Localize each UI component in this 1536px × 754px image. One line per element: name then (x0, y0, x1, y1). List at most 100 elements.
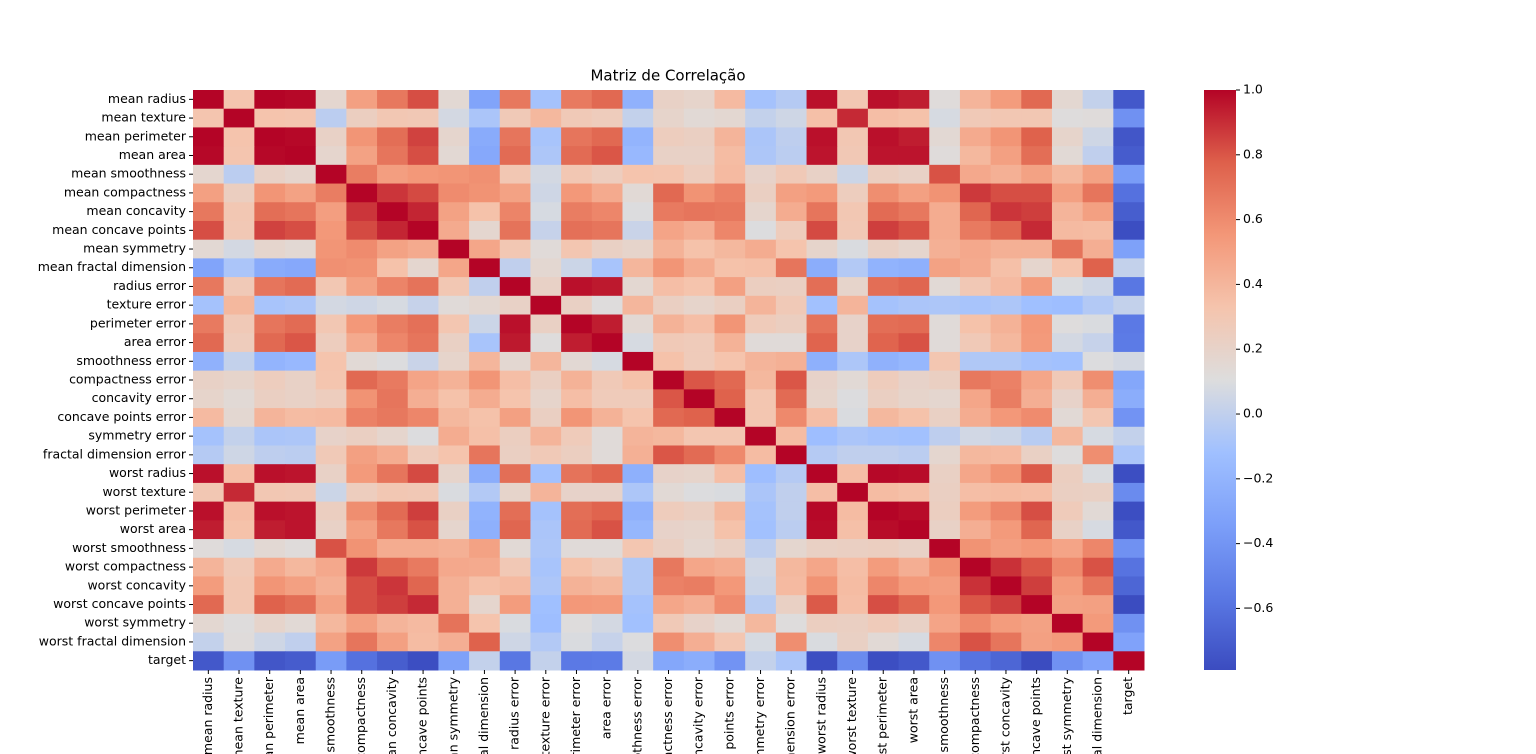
heatmap-cell (806, 333, 838, 353)
heatmap-cell (346, 482, 378, 503)
heatmap-cell (837, 539, 869, 559)
heatmap-cell (223, 426, 255, 446)
heatmap-cell (193, 314, 225, 334)
heatmap-cell (990, 277, 1022, 297)
heatmap-cell (499, 164, 531, 185)
heatmap-cell (745, 651, 777, 671)
heatmap-cell (1021, 108, 1053, 128)
heatmap-cell (929, 164, 961, 185)
colorbar (1204, 90, 1236, 670)
heatmap-cell (499, 108, 531, 128)
x-tick-label: mean radius (200, 677, 215, 754)
heatmap-cell (346, 239, 378, 259)
heatmap-cell (469, 613, 501, 634)
heatmap-cell (1051, 183, 1084, 203)
heatmap-cell (959, 333, 992, 353)
heatmap-cell (315, 370, 347, 390)
heatmap-cell (837, 501, 869, 521)
heatmap-cell (315, 520, 347, 540)
heatmap-cell (469, 314, 501, 334)
heatmap-cell (469, 127, 501, 147)
heatmap-cell (254, 127, 286, 147)
heatmap-cell (223, 613, 255, 634)
y-tick-label: worst compactness (65, 559, 186, 574)
heatmap-cell (407, 632, 439, 652)
heatmap-cell (714, 482, 746, 503)
heatmap-cell (254, 426, 286, 446)
heatmap-cell (407, 651, 439, 671)
heatmap-cell (653, 202, 685, 222)
heatmap-cell (561, 164, 593, 185)
heatmap-cell (223, 239, 255, 259)
heatmap-cell (837, 314, 869, 334)
heatmap-cell (1021, 482, 1053, 503)
heatmap-cell (530, 277, 562, 297)
heatmap-cell (683, 464, 716, 484)
heatmap-cell (867, 258, 900, 278)
heatmap-cell (867, 333, 900, 353)
heatmap-cell (806, 164, 838, 185)
heatmap-cell (254, 333, 286, 353)
heatmap-cell (622, 239, 654, 259)
heatmap-cell (683, 295, 716, 316)
heatmap-cell (561, 351, 593, 372)
colorbar-tick-label: −0.4 (1243, 535, 1273, 550)
heatmap-cell (806, 576, 838, 596)
heatmap-cell (499, 539, 531, 559)
heatmap-cell (285, 539, 317, 559)
heatmap-cell (561, 651, 593, 671)
heatmap-cell (315, 108, 347, 128)
x-tick-label: area error (599, 676, 614, 739)
heatmap-cell (683, 482, 716, 503)
heatmap-cell (438, 370, 470, 390)
heatmap-cell (223, 445, 255, 465)
heatmap-cell (346, 501, 378, 521)
heatmap-cell (469, 389, 501, 409)
heatmap-cell (223, 501, 255, 521)
heatmap-cell (315, 408, 347, 428)
heatmap-cell (1113, 520, 1145, 540)
heatmap-cell (1113, 146, 1145, 166)
heatmap-cell (1113, 632, 1145, 652)
heatmap-cell (929, 370, 961, 390)
heatmap-cell (653, 613, 685, 634)
heatmap-cell (745, 90, 777, 110)
heatmap-cell (990, 557, 1022, 577)
x-tick-label: worst perimeter (875, 676, 890, 754)
heatmap-cell (591, 164, 623, 185)
heatmap-cell (1051, 539, 1084, 559)
heatmap-cell (285, 164, 317, 185)
heatmap-cell (1021, 258, 1053, 278)
heatmap-cell (377, 333, 409, 353)
x-tick-label: perimeter error (568, 676, 583, 754)
heatmap-cell (223, 108, 255, 128)
heatmap-cell (591, 146, 623, 166)
heatmap-cell (775, 576, 808, 596)
heatmap-cell (530, 613, 562, 634)
heatmap-cell (530, 632, 562, 652)
x-tick-label: mean compactness (353, 677, 368, 754)
heatmap-cell (438, 445, 470, 465)
heatmap-cell (806, 277, 838, 297)
heatmap-cell (714, 389, 746, 409)
heatmap-cell (315, 482, 347, 503)
heatmap-cell (898, 108, 930, 128)
heatmap-cell (346, 651, 378, 671)
heatmap-cell (591, 333, 623, 353)
heatmap-cell (315, 351, 347, 372)
heatmap-cell (223, 277, 255, 297)
heatmap-cell (223, 595, 255, 615)
heatmap-cell (591, 482, 623, 503)
heatmap-cell (990, 651, 1022, 671)
heatmap-cell (223, 127, 255, 147)
heatmap-cell (683, 595, 716, 615)
heatmap-cell (193, 632, 225, 652)
heatmap-cell (837, 239, 869, 259)
heatmap-cell (254, 314, 286, 334)
heatmap-cell (898, 595, 930, 615)
heatmap-cell (806, 220, 838, 241)
heatmap-cell (561, 613, 593, 634)
heatmap-cell (193, 389, 225, 409)
heatmap-cell (837, 632, 869, 652)
heatmap-cell (377, 108, 409, 128)
